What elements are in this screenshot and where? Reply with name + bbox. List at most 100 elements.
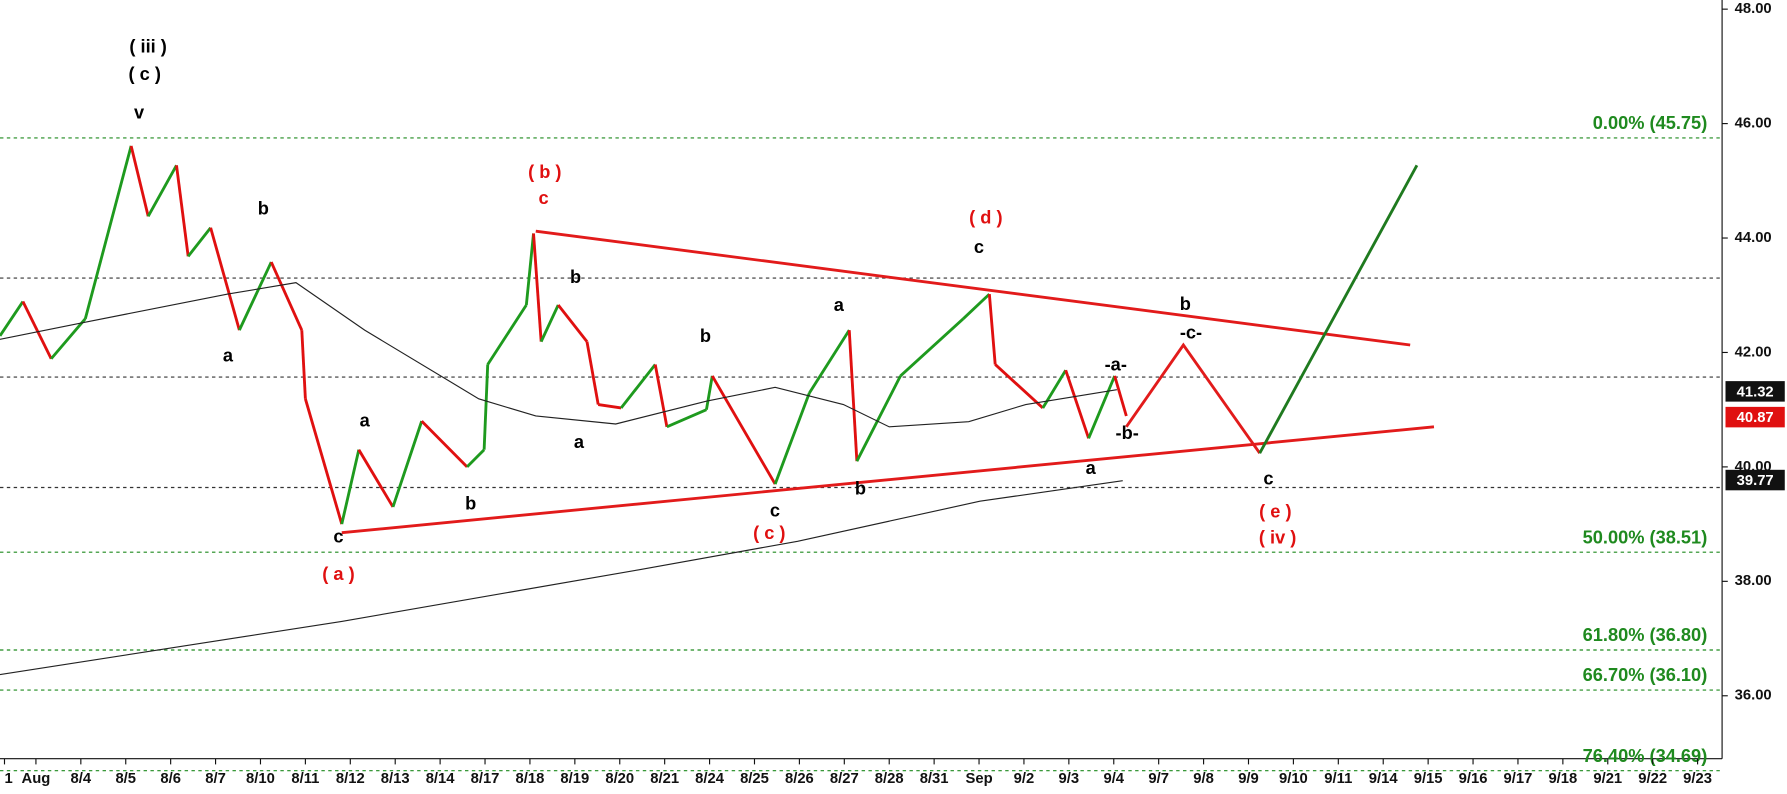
wave-label: a: [574, 431, 585, 452]
fib-label: 0.00% (45.75): [1593, 112, 1707, 133]
price-segment: [340, 449, 361, 525]
y-tick-label: 48.00: [1735, 1, 1772, 17]
price-segment: [597, 403, 622, 410]
x-tick-label: 9/17: [1504, 771, 1533, 787]
price-segment: [146, 164, 178, 217]
price-segment: [847, 330, 859, 462]
wave-label: b: [1180, 293, 1191, 314]
price-segment: [1113, 375, 1128, 417]
x-tick-label: 9/22: [1638, 771, 1667, 787]
wave-label: a: [834, 294, 845, 315]
price-segment: [391, 420, 424, 508]
y-tick-label: 38.00: [1735, 573, 1772, 589]
x-tick-label: 8/4: [71, 771, 92, 787]
price-segment: [585, 341, 600, 405]
price-segment: [653, 364, 669, 428]
wave-label: ( a ): [322, 563, 354, 584]
price-segment: [21, 300, 53, 360]
x-tick-label: 8/26: [785, 771, 814, 787]
x-tick-label: 9/23: [1683, 771, 1712, 787]
price-segment: [486, 304, 528, 366]
wave-label: c: [974, 236, 984, 257]
x-tick-label: 9/11: [1324, 771, 1352, 787]
price-segment: [209, 227, 241, 331]
x-tick-label: 9/2: [1014, 771, 1035, 787]
price-box: [1725, 381, 1785, 402]
wave-label: -a-: [1105, 353, 1127, 374]
x-tick-label: 9/8: [1193, 771, 1214, 787]
x-tick-label: 8/21: [650, 771, 679, 787]
x-tick-label: 9/15: [1414, 771, 1443, 787]
price-segment: [524, 233, 535, 306]
wave-label: ( b ): [528, 161, 561, 182]
price-segment: [187, 226, 212, 258]
price-segment: [855, 375, 902, 462]
price-segment: [129, 145, 150, 217]
moving-average: [0, 480, 1123, 676]
x-tick-label: 9/7: [1148, 771, 1169, 787]
x-tick-label: 8/20: [605, 771, 634, 787]
trendline: [535, 229, 1411, 347]
wave-label: -c-: [1180, 322, 1202, 343]
projection-line: [1125, 342, 1261, 454]
x-tick-label: 9/21: [1593, 771, 1622, 787]
price-segment: [0, 300, 25, 337]
price-segment: [962, 293, 991, 320]
y-tick-label: 46.00: [1735, 115, 1772, 131]
x-tick-label: 9/10: [1279, 771, 1308, 787]
x-tick-label: 9/16: [1459, 771, 1488, 787]
wave-label: b: [570, 266, 581, 287]
price-segment: [557, 304, 589, 343]
x-tick-label: 9/14: [1369, 771, 1399, 787]
wave-label: ( d ): [969, 207, 1002, 228]
x-tick-label: 9/18: [1548, 771, 1577, 787]
x-tick-label: 8/17: [471, 771, 500, 787]
wave-label: v: [134, 102, 145, 123]
price-box: [1725, 406, 1785, 428]
price-segment: [619, 363, 657, 409]
price-segment: [238, 261, 273, 331]
price-segment: [175, 165, 190, 257]
x-tick-label: 9/9: [1238, 771, 1259, 787]
wave-label: ( c ): [129, 63, 161, 84]
price-box-label: 41.32: [1737, 384, 1774, 400]
wave-label: c: [333, 526, 343, 547]
wave-label: a: [360, 409, 371, 430]
wave-label: -b-: [1116, 422, 1139, 443]
fib-label: 66.70% (36.10): [1583, 664, 1708, 685]
price-segment: [269, 261, 304, 331]
price-segment: [994, 363, 1044, 410]
price-segment: [1064, 369, 1090, 439]
x-tick-label: Sep: [965, 771, 992, 787]
x-tick-label: 8/12: [336, 771, 365, 787]
x-tick-label: 1: [4, 771, 12, 787]
price-segment: [711, 375, 777, 485]
price-segment: [808, 329, 851, 394]
wave-label: b: [855, 478, 866, 499]
x-tick-label: 8/25: [740, 771, 769, 787]
y-tick-label: 36.00: [1735, 688, 1772, 704]
price-box-label: 39.77: [1737, 473, 1774, 489]
price-box: [1725, 469, 1785, 491]
wave-label: a: [223, 344, 234, 365]
price-segment: [532, 233, 543, 342]
price-segment: [466, 448, 486, 468]
wave-label: c: [539, 187, 549, 208]
price-segment: [300, 330, 307, 399]
x-tick-label: 8/10: [246, 771, 275, 787]
fib-label: 50.00% (38.51): [1583, 526, 1708, 547]
wave-label: b: [465, 492, 476, 513]
price-segment: [83, 145, 133, 320]
x-tick-label: 8/14: [426, 771, 456, 787]
moving-average: [0, 282, 1118, 428]
x-tick-label: 8/7: [205, 771, 226, 787]
x-tick-label: 8/19: [560, 771, 589, 787]
price-segment: [357, 449, 395, 508]
price-segment: [50, 317, 87, 360]
x-tick-label: Aug: [22, 771, 51, 787]
x-tick-label: 8/27: [830, 771, 859, 787]
y-tick-label: 44.00: [1735, 230, 1772, 246]
x-tick-label: 9/4: [1103, 771, 1124, 787]
